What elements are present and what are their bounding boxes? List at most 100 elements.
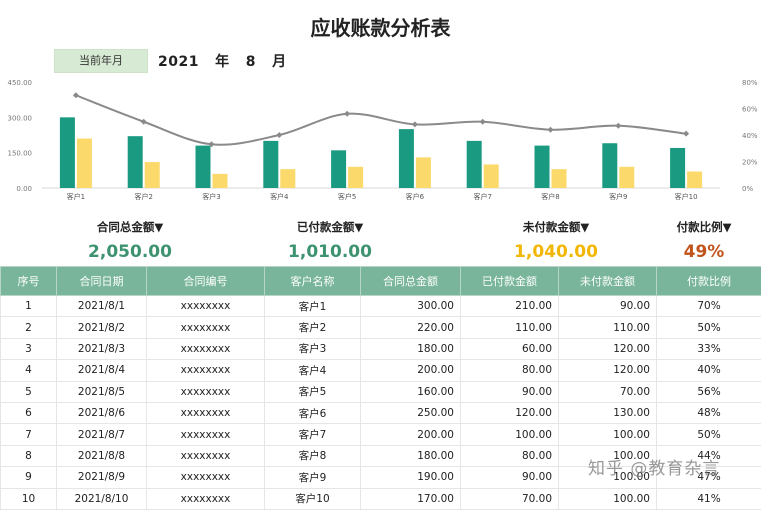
cell-index[interactable]: 3	[1, 338, 57, 359]
cell-contract-total[interactable]: 170.00	[361, 488, 461, 509]
cell-contract-no[interactable]: xxxxxxxx	[147, 381, 265, 402]
cell-unpaid[interactable]: 110.00	[559, 317, 657, 338]
cell-paid[interactable]: 110.00	[461, 317, 559, 338]
cell-contract-no[interactable]: xxxxxxxx	[147, 296, 265, 317]
cell-paid[interactable]: 90.00	[461, 381, 559, 402]
cell-ratio[interactable]: 41%	[657, 488, 761, 509]
cell-contract-date[interactable]: 2021/8/4	[57, 360, 147, 381]
cell-contract-total[interactable]: 220.00	[361, 317, 461, 338]
cell-unpaid[interactable]: 130.00	[559, 402, 657, 423]
header-contract-date[interactable]: 合同日期	[57, 267, 147, 296]
cell-customer[interactable]: 客户5	[265, 381, 361, 402]
cell-contract-no[interactable]: xxxxxxxx	[147, 488, 265, 509]
cell-contract-date[interactable]: 2021/8/2	[57, 317, 147, 338]
cell-paid[interactable]: 100.00	[461, 424, 559, 445]
header-ratio[interactable]: 付款比例	[657, 267, 761, 296]
cell-index[interactable]: 10	[1, 488, 57, 509]
cell-paid[interactable]: 120.00	[461, 402, 559, 423]
cell-contract-no[interactable]: xxxxxxxx	[147, 317, 265, 338]
cell-contract-date[interactable]: 2021/8/7	[57, 424, 147, 445]
cell-contract-no[interactable]: xxxxxxxx	[147, 360, 265, 381]
cell-index[interactable]: 7	[1, 424, 57, 445]
cell-customer[interactable]: 客户10	[265, 488, 361, 509]
cell-contract-no[interactable]: xxxxxxxx	[147, 424, 265, 445]
cell-ratio[interactable]: 40%	[657, 360, 761, 381]
cell-contract-total[interactable]: 180.00	[361, 445, 461, 466]
cell-paid[interactable]: 210.00	[461, 296, 559, 317]
cell-paid[interactable]: 80.00	[461, 445, 559, 466]
header-index[interactable]: 序号	[1, 267, 57, 296]
cell-customer[interactable]: 客户7	[265, 424, 361, 445]
cell-customer[interactable]: 客户6	[265, 402, 361, 423]
cell-customer[interactable]: 客户1	[265, 296, 361, 317]
cell-customer[interactable]: 客户3	[265, 338, 361, 359]
cell-unpaid[interactable]: 100.00	[559, 488, 657, 509]
cell-contract-no[interactable]: xxxxxxxx	[147, 338, 265, 359]
cell-ratio[interactable]: 50%	[657, 317, 761, 338]
cell-index[interactable]: 4	[1, 360, 57, 381]
cell-contract-date[interactable]: 2021/8/8	[57, 445, 147, 466]
header-paid[interactable]: 已付款金额	[461, 267, 559, 296]
cell-index[interactable]: 6	[1, 402, 57, 423]
cell-customer[interactable]: 客户9	[265, 467, 361, 488]
cell-index[interactable]: 5	[1, 381, 57, 402]
cell-ratio[interactable]: 56%	[657, 381, 761, 402]
bar-paid-amount	[484, 164, 499, 188]
cell-index[interactable]: 2	[1, 317, 57, 338]
cell-unpaid[interactable]: 90.00	[559, 296, 657, 317]
cell-paid[interactable]: 70.00	[461, 488, 559, 509]
header-customer[interactable]: 客户名称	[265, 267, 361, 296]
cell-ratio[interactable]: 48%	[657, 402, 761, 423]
cell-customer[interactable]: 客户8	[265, 445, 361, 466]
cell-contract-no[interactable]: xxxxxxxx	[147, 402, 265, 423]
current-period-value[interactable]: 2021 年 8 月	[158, 51, 287, 71]
cell-paid[interactable]: 60.00	[461, 338, 559, 359]
cell-contract-total[interactable]: 190.00	[361, 467, 461, 488]
cell-ratio[interactable]: 70%	[657, 296, 761, 317]
cell-contract-no[interactable]: xxxxxxxx	[147, 467, 265, 488]
cell-unpaid[interactable]: 120.00	[559, 360, 657, 381]
cell-customer[interactable]: 客户4	[265, 360, 361, 381]
cell-contract-date[interactable]: 2021/8/6	[57, 402, 147, 423]
cell-paid[interactable]: 80.00	[461, 360, 559, 381]
header-contract-total[interactable]: 合同总金额	[361, 267, 461, 296]
kpi-contract-total[interactable]: 合同总金额▼ 2,050.00	[62, 219, 198, 262]
y-left-tick-label: 150.00	[8, 150, 33, 158]
y-left-tick-label: 0.00	[16, 185, 32, 193]
cell-index[interactable]: 1	[1, 296, 57, 317]
cell-contract-total[interactable]: 300.00	[361, 296, 461, 317]
cell-contract-total[interactable]: 180.00	[361, 338, 461, 359]
cell-index[interactable]: 8	[1, 445, 57, 466]
cell-contract-total[interactable]: 200.00	[361, 424, 461, 445]
cell-index[interactable]: 9	[1, 467, 57, 488]
cell-unpaid[interactable]: 120.00	[559, 338, 657, 359]
cell-customer[interactable]: 客户2	[265, 317, 361, 338]
cell-contract-date[interactable]: 2021/8/3	[57, 338, 147, 359]
cell-contract-total[interactable]: 250.00	[361, 402, 461, 423]
cell-ratio[interactable]: 33%	[657, 338, 761, 359]
header-contract-no[interactable]: 合同编号	[147, 267, 265, 296]
cell-unpaid[interactable]: 100.00	[559, 424, 657, 445]
cell-contract-date[interactable]: 2021/8/5	[57, 381, 147, 402]
cell-contract-date[interactable]: 2021/8/9	[57, 467, 147, 488]
kpi-paid-amount[interactable]: 已付款金额▼ 1,010.00	[262, 219, 398, 262]
cell-contract-total[interactable]: 160.00	[361, 381, 461, 402]
kpi-payment-ratio[interactable]: 付款比例▼ 49%	[660, 219, 748, 262]
cell-paid[interactable]: 90.00	[461, 467, 559, 488]
cell-contract-no[interactable]: xxxxxxxx	[147, 445, 265, 466]
cell-unpaid[interactable]: 70.00	[559, 381, 657, 402]
kpi-unpaid-amount[interactable]: 未付款金额▼ 1,040.00	[488, 219, 624, 262]
cell-contract-date[interactable]: 2021/8/1	[57, 296, 147, 317]
cell-ratio[interactable]: 50%	[657, 424, 761, 445]
header-unpaid[interactable]: 未付款金额	[559, 267, 657, 296]
cell-contract-date[interactable]: 2021/8/10	[57, 488, 147, 509]
cell-contract-total[interactable]: 200.00	[361, 360, 461, 381]
